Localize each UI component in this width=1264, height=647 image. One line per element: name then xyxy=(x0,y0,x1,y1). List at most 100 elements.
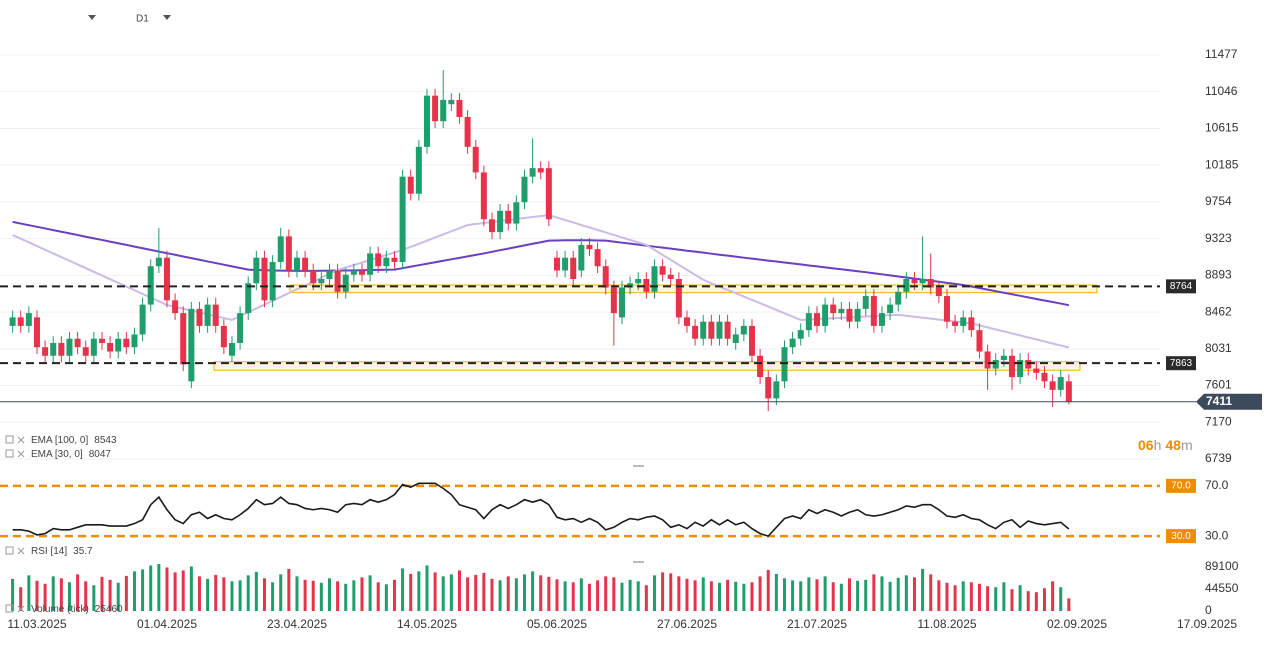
level-label: 70.0 xyxy=(1171,480,1191,491)
volume-bar xyxy=(311,580,315,611)
volume-bar xyxy=(344,583,348,611)
volume-bar xyxy=(401,568,405,611)
volume-bar xyxy=(214,574,218,611)
volume-bar xyxy=(157,563,161,611)
y-tick-label: 7601 xyxy=(1205,378,1232,392)
volume-bar xyxy=(888,581,892,611)
dropdown-arrow[interactable] xyxy=(163,15,171,20)
legend-name: Volume (tick) xyxy=(31,604,89,615)
volume-bar xyxy=(287,568,291,611)
y-tick-label: 70.0 xyxy=(1205,478,1229,492)
candle-body xyxy=(66,338,73,356)
volume-bar xyxy=(141,569,145,611)
y-tick-label: 30.0 xyxy=(1205,528,1229,542)
volume-bar xyxy=(807,577,811,611)
timeframe[interactable]: D1 xyxy=(136,14,149,25)
candle-body xyxy=(570,257,577,280)
volume-bar xyxy=(425,565,429,611)
volume-bar xyxy=(206,578,210,611)
legend-icon xyxy=(17,450,25,458)
candle-body xyxy=(586,244,593,250)
volume-bar xyxy=(368,575,372,611)
candle-body xyxy=(1041,372,1048,382)
volume-bar xyxy=(750,582,754,611)
candle-body xyxy=(797,330,804,339)
candle-body xyxy=(635,279,642,284)
level-label-box xyxy=(1166,529,1196,544)
candle-body xyxy=(172,300,179,314)
legend-icon xyxy=(5,604,14,613)
volume-bar xyxy=(59,578,63,611)
candle-body xyxy=(25,313,32,326)
x-tick-label: 21.07.2025 xyxy=(787,617,847,631)
candle-body xyxy=(407,176,414,194)
y-tick-label: 10615 xyxy=(1205,121,1239,135)
candle-body xyxy=(1008,355,1015,378)
volume-bar xyxy=(864,579,868,611)
volume-bar xyxy=(165,567,169,611)
candle-body xyxy=(423,95,430,147)
volume-bar xyxy=(571,582,575,611)
candle-body xyxy=(318,279,325,284)
volume-bar xyxy=(994,587,998,611)
level-label-box xyxy=(1166,478,1196,493)
volume-bar xyxy=(693,580,697,611)
level-label: 30.0 xyxy=(1171,531,1191,542)
y-tick-label: 8031 xyxy=(1205,341,1232,355)
countdown-hours: 06 xyxy=(1138,437,1154,453)
volume-bar xyxy=(945,582,949,611)
volume-bar xyxy=(929,574,933,611)
volume-bar xyxy=(238,580,242,611)
volume-bar xyxy=(709,581,713,611)
pane-separator[interactable] xyxy=(633,561,644,563)
candle-body xyxy=(870,296,877,326)
candle-body xyxy=(903,279,910,292)
volume-bar xyxy=(1051,581,1055,611)
candle-body xyxy=(98,338,105,343)
volume-bar xyxy=(522,574,526,611)
candle-body xyxy=(1033,368,1040,373)
pane-separator[interactable] xyxy=(633,465,644,467)
candle-body xyxy=(895,291,902,305)
legend-icon xyxy=(5,449,14,458)
legend-entry: RSI [14] 35.7 xyxy=(31,546,93,557)
candle-body xyxy=(456,99,463,117)
legend-icon xyxy=(17,547,25,555)
legend-entry: Volume (tick) 25460 xyxy=(31,604,123,615)
volume-bar xyxy=(457,570,461,611)
volume-bar xyxy=(303,579,307,611)
candle-body xyxy=(952,321,959,326)
volume-bar xyxy=(620,582,624,611)
candle-body xyxy=(781,347,788,382)
candle-body xyxy=(1065,381,1072,402)
volume-bar xyxy=(67,582,71,611)
x-tick-label: 11.08.2025 xyxy=(917,617,976,631)
volume-bar xyxy=(953,585,957,611)
candle-body xyxy=(862,296,869,309)
candle-body xyxy=(180,313,187,365)
volume-bar xyxy=(116,582,120,611)
volume-bar xyxy=(319,582,323,611)
candle-body xyxy=(480,172,487,220)
candle-body xyxy=(253,257,260,284)
y-tick-label: 10185 xyxy=(1205,157,1239,171)
candle-body xyxy=(440,99,447,122)
volume-bar xyxy=(35,580,39,611)
level-label-box xyxy=(1166,356,1196,371)
volume-bar xyxy=(433,572,437,611)
candle-body xyxy=(667,274,674,280)
dropdown-arrow[interactable] xyxy=(88,15,96,20)
candle-body xyxy=(261,257,268,301)
candle-body xyxy=(578,244,585,271)
candle-body xyxy=(748,325,755,356)
volume-bar xyxy=(791,580,795,611)
legend-name: EMA [100, 0] xyxy=(31,435,88,446)
legend-entry: EMA [100, 0] 8543 xyxy=(31,435,117,446)
volume-bar xyxy=(197,576,201,611)
x-tick-label: 27.06.2025 xyxy=(657,617,717,631)
volume-bar xyxy=(254,571,258,611)
candle-body xyxy=(757,355,764,378)
candle-body xyxy=(960,317,967,326)
candle-body xyxy=(163,257,170,301)
candle-body xyxy=(521,176,528,203)
